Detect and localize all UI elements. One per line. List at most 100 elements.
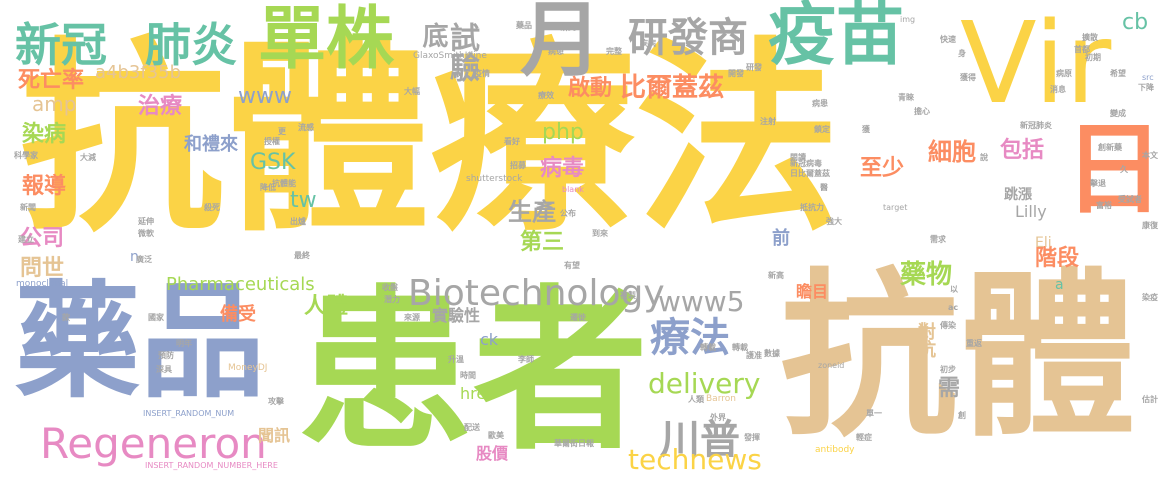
word-ranbing: 染病 <box>22 122 67 147</box>
word-pharmaceuticals: Pharmaceuticals <box>166 274 315 295</box>
word-ck: ck <box>480 330 499 349</box>
word-guji: 估計 <box>1142 395 1158 404</box>
word-delivery: delivery <box>648 367 761 400</box>
word-danzhu: 單株 <box>258 0 395 79</box>
word-kuosan: 擴散 <box>1082 33 1098 42</box>
word-di: 底 <box>418 22 448 48</box>
word-daolai: 到來 <box>592 229 608 238</box>
word-suoding: 鎖定 <box>814 125 830 134</box>
word-chuanpu: 川普 <box>660 417 740 463</box>
word-yaowu: 藥物 <box>900 260 953 290</box>
word-eli: Eli <box>1035 235 1052 251</box>
word-chubu: 初步 <box>940 365 956 374</box>
word-barron: Barron <box>706 394 736 404</box>
word-xiwang: 希望 <box>1110 69 1126 78</box>
word-liaofa: 療法 <box>650 315 730 361</box>
word-helilai: 和禮來 <box>184 134 238 155</box>
word-shenju: 深具 <box>156 365 172 374</box>
word-zoneid: zoneid <box>818 361 845 370</box>
word-qidong: 啟動 <box>568 76 613 101</box>
word-yi2: 以 <box>950 285 958 294</box>
word-zhushe: 注射 <box>760 117 776 126</box>
word-feiyan: 肺炎 <box>145 18 237 72</box>
word-lilly: Lilly <box>1015 202 1047 221</box>
word-kuaisu: 快速 <box>940 35 956 44</box>
word-geng: 更 <box>278 127 286 136</box>
word-kangfu: 康復 <box>1142 221 1158 230</box>
word-gongji: 攻擊 <box>268 397 284 406</box>
word-technews: technews <box>628 443 762 476</box>
word-ri: 日 <box>1064 111 1164 228</box>
word-xinwen: 新聞 <box>20 203 36 212</box>
word-blank: blank <box>562 185 584 194</box>
word-liaoxiao: 療效 <box>538 91 554 100</box>
word-guojia: 國家 <box>148 313 164 322</box>
word-qianxi: 遷徙 <box>570 313 586 322</box>
word-huanzhe: 患者 <box>298 271 648 474</box>
word-qinglai: 青睞 <box>898 93 914 102</box>
word-gsk: GSK <box>250 150 296 175</box>
word-jibing: 疾病 <box>640 39 656 48</box>
word-tiaozhang: 跳漲 <box>1004 187 1032 203</box>
word-hash: a4b3f35b <box>95 62 182 83</box>
word-baodao: 報導 <box>22 174 67 199</box>
word-binghuan2: 病患 <box>812 99 828 108</box>
word-shengwen: 升溫 <box>448 355 464 364</box>
word-waijie: 外界 <box>710 413 726 422</box>
word-href: href <box>460 384 492 403</box>
word-guangfan: 廣泛 <box>136 255 152 264</box>
word-xuqiu: 需求 <box>930 235 946 244</box>
word-shengchan: 生產 <box>508 198 556 226</box>
word-shutterstock: shutterstock <box>466 174 523 184</box>
word-yanjiu: 研究 <box>560 23 576 32</box>
word-jiangdi: 降低 <box>260 183 276 192</box>
word-liugan: 流感 <box>298 123 314 132</box>
word-yaopin: 藥品 <box>15 270 265 415</box>
word-wsj: 華爾街日報 <box>554 439 594 448</box>
word-ri-billgates: 日比爾蓋茲 <box>790 169 830 178</box>
word-tw: tw <box>290 188 317 213</box>
word-qingzheng: 輕症 <box>856 433 872 442</box>
word-s: ac <box>948 303 959 312</box>
word-zhishao: 至少 <box>860 156 905 181</box>
word-kangti: 抗體 <box>780 253 1136 460</box>
word-laiyuan: 來源 <box>404 313 420 322</box>
word-huode: 獲得 <box>960 73 976 82</box>
word-wenshi: 問世 <box>20 256 65 281</box>
word-xibao: 細胞 <box>928 138 976 166</box>
word-danxin: 擔心 <box>914 107 930 116</box>
word-chuang: 創 <box>958 411 966 420</box>
word-xiajiang: 下降 <box>1138 83 1154 92</box>
word-youwang: 有望 <box>564 261 580 270</box>
word-shouquan: 授權 <box>264 137 280 146</box>
word-renti: 人體 <box>304 294 349 319</box>
word-weiruan: 微軟 <box>138 229 154 238</box>
word-insert-random-number-here: INSERT_RANDOM_NUMBER_HERE <box>145 461 278 470</box>
word-shoushizhe: 受試者 <box>1118 195 1142 204</box>
word-gongsi: 公司 <box>20 226 65 251</box>
word-www: www <box>238 84 292 109</box>
word-biotechnology: Biotechnology <box>408 273 665 314</box>
word-xinguanfeiyan: 新冠肺炎 <box>1020 121 1052 130</box>
word-regeneron: Regeneron <box>40 419 267 468</box>
word-chongfan: 重返 <box>966 339 982 348</box>
word-antibody: antibody <box>815 445 855 455</box>
word-fuyu: 富裕 <box>1096 201 1112 210</box>
word-chulu: 出爐 <box>290 217 306 226</box>
word-php: php <box>542 120 584 145</box>
word-huo: 獲 <box>862 125 870 134</box>
word-n: n <box>130 249 139 265</box>
word-cb: cb <box>1122 10 1149 35</box>
word-xinguan: 新冠 <box>15 18 107 72</box>
word-shasi: 殺死 <box>204 203 220 212</box>
word-yanshen: 延伸 <box>138 217 154 226</box>
word-yuedu: 閱讀 <box>790 153 806 162</box>
word-kexuejia: 科學家 <box>14 151 38 160</box>
word-kangtineng: 抗體能 <box>272 179 296 188</box>
word-chuqi: 初期 <box>1085 53 1101 62</box>
word-moneydj: MoneyDJ <box>228 363 268 373</box>
word-kanhao: 看好 <box>504 137 520 146</box>
word-target: target <box>883 203 908 212</box>
word-chuangxinyao: 創新藥 <box>1098 143 1122 152</box>
